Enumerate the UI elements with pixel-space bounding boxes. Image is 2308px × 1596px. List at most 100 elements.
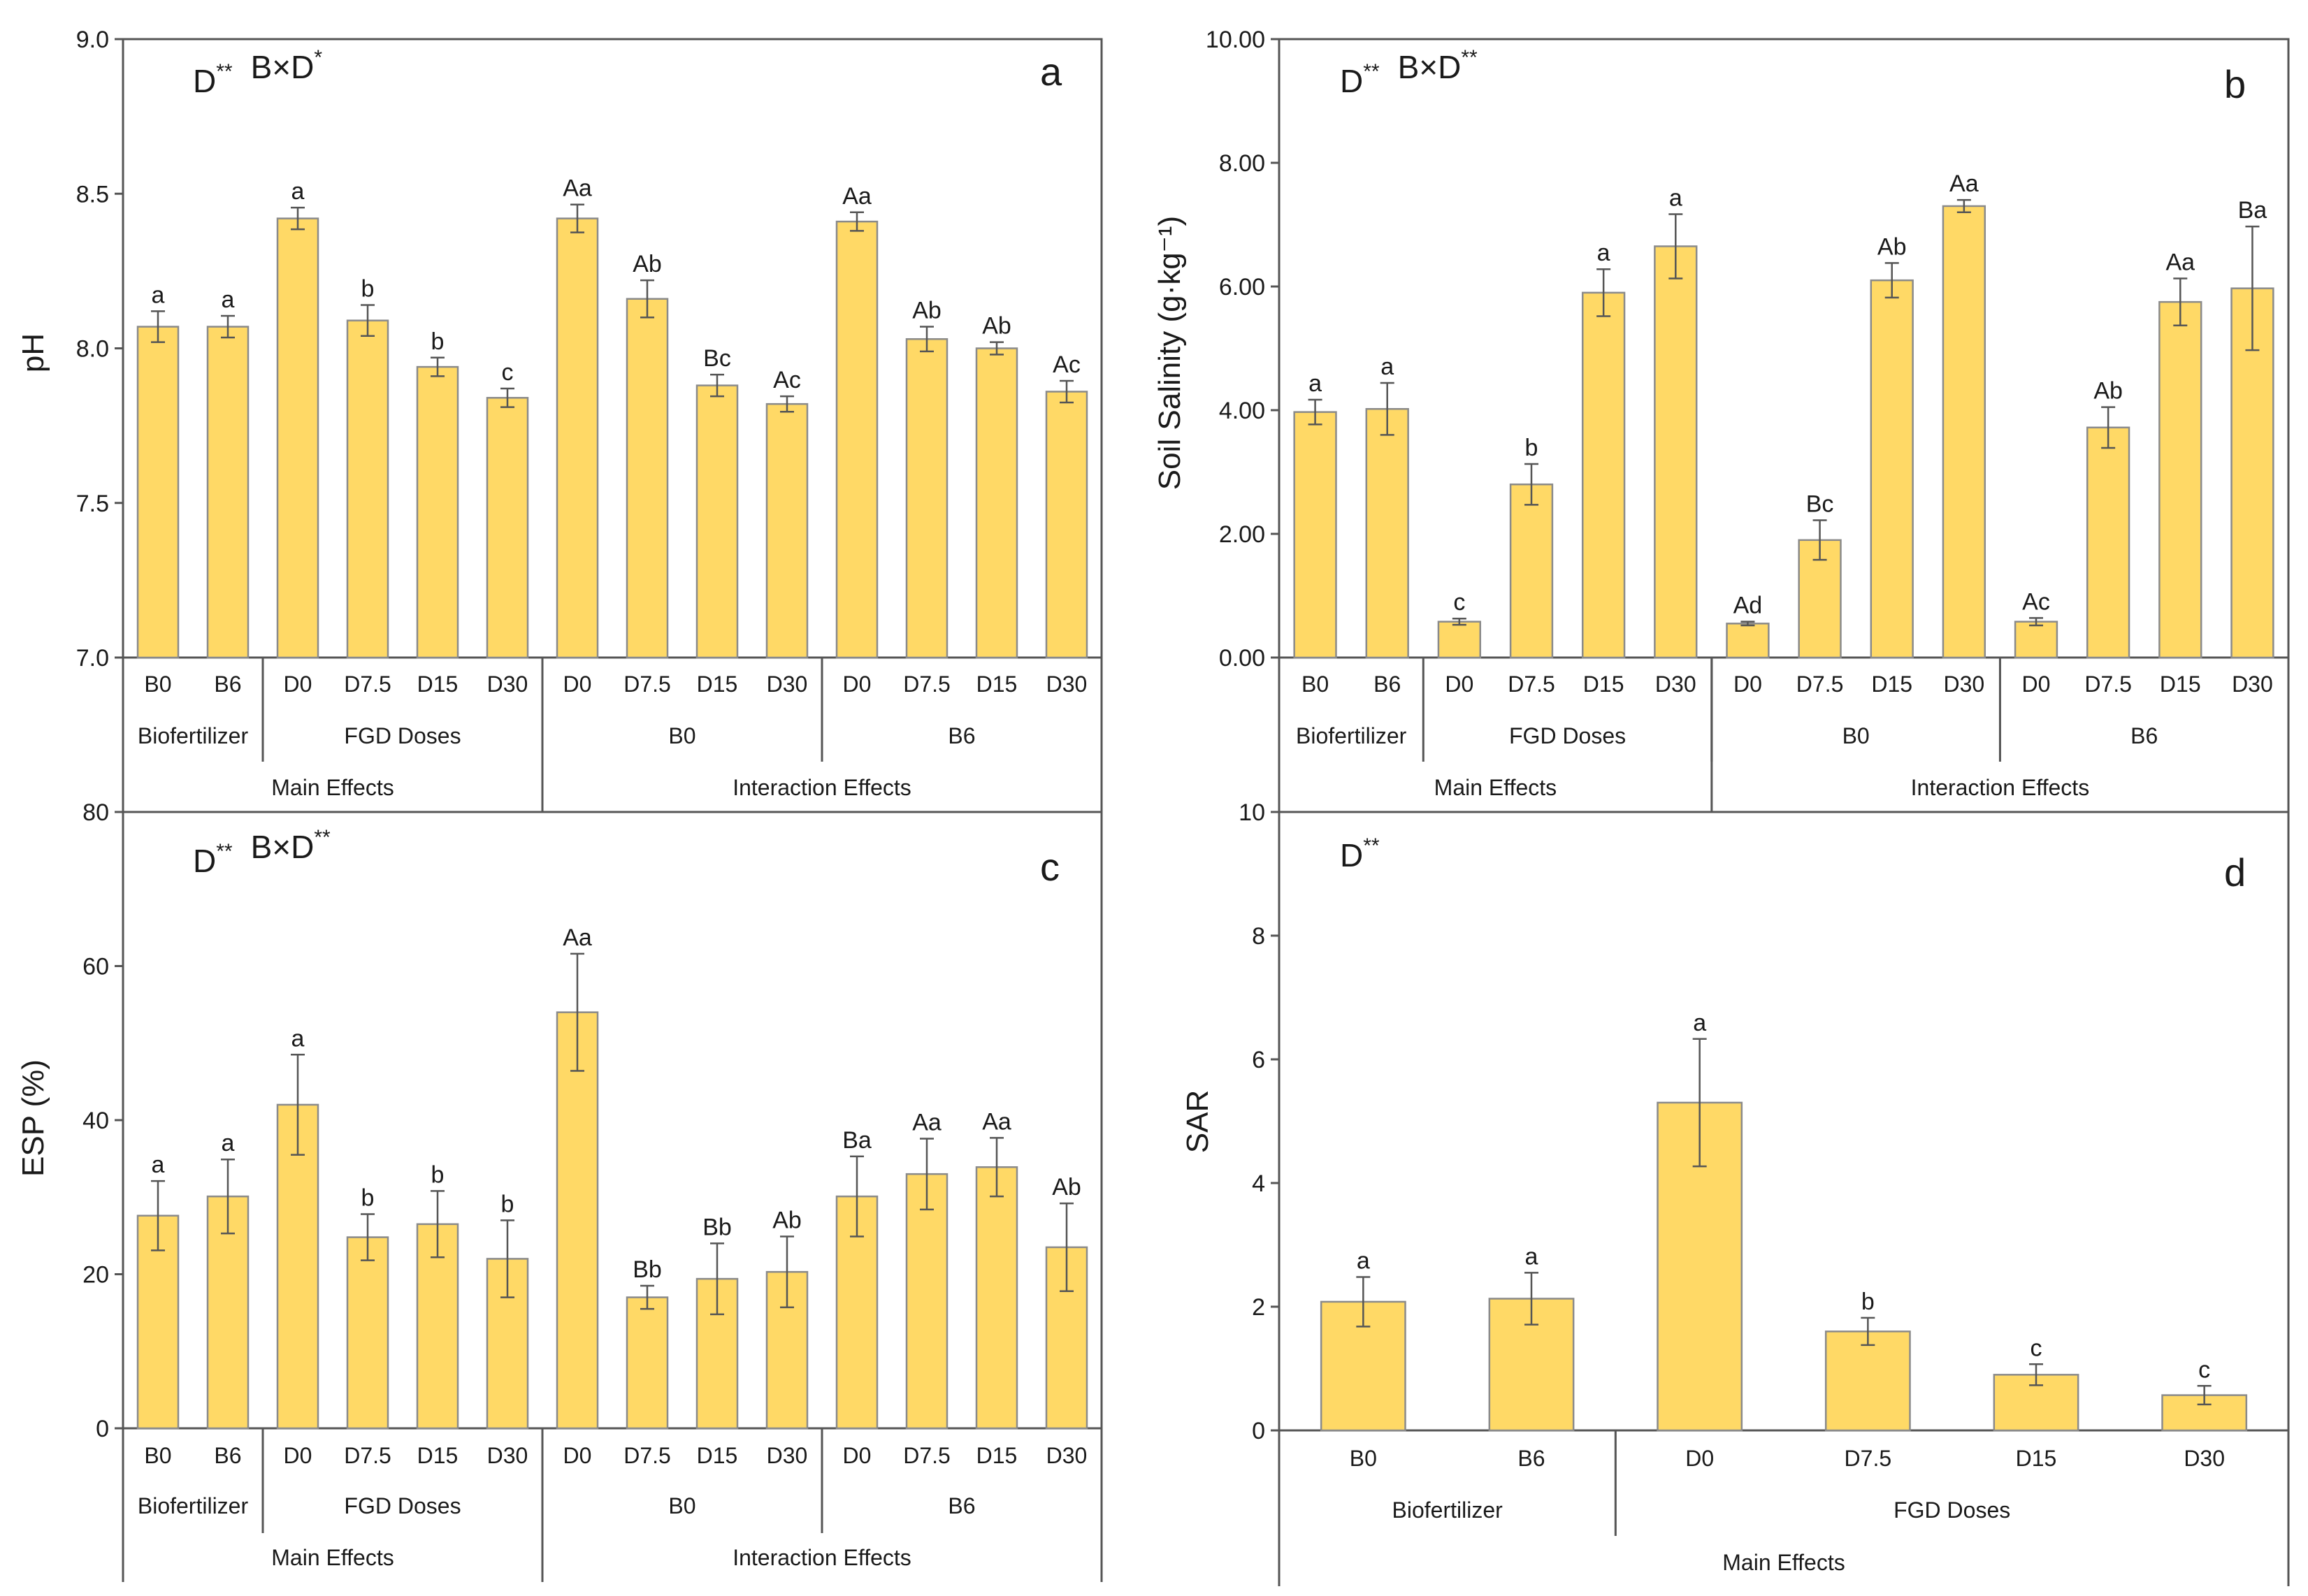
panel-b-annotation: c: [1453, 589, 1465, 616]
panel-a-group-label: Main Effects: [271, 775, 394, 800]
panel-c-bar-d15: [416, 1223, 459, 1430]
panel-c-error-bar: [920, 1138, 934, 1211]
panel-c-annotation: Aa: [912, 1109, 942, 1136]
panel-b-bar-d0: [1437, 621, 1482, 659]
panel-b-y-tick-label: 2.00: [1219, 521, 1265, 548]
panel-b-annotation: a: [1669, 184, 1682, 211]
panel-c-annotation: a: [222, 1130, 235, 1156]
panel-c-annotation: Bb: [702, 1214, 732, 1240]
panel-d-subgroup-labels: Biofertilizer FGD Doses: [1392, 1430, 2010, 1536]
panel-b-annotation: Aa: [2165, 249, 2195, 275]
panel-d-error-bar: [2029, 1363, 2043, 1386]
panel-d-error-bars: [1356, 1038, 2212, 1406]
panel-a-x-tick-label: D30: [1046, 672, 1088, 697]
panel-a-subgroup-label: B6: [948, 723, 975, 748]
panel-a-bar-d15: [975, 347, 1018, 659]
panel-b-bar-d15: [1581, 291, 1626, 659]
panel-a-x-tick-label: B0: [144, 672, 171, 697]
panel-b-y-axis: 0.00 2.00 4.00 6.00 8.00 10.00: [1206, 27, 1279, 672]
panel-b-x-tick-label: D30: [2232, 672, 2273, 697]
panel-a-annotation: a: [222, 286, 235, 313]
panel-a-x-tick-label: D7.5: [903, 672, 951, 697]
panel-b-plot-area: [1278, 38, 2290, 659]
panel-c-y-axis-title: ESP (%): [16, 1059, 50, 1177]
panel-c-x-tick-label: B0: [144, 1443, 171, 1468]
panel-c-group-label: Interaction Effects: [733, 1545, 911, 1570]
panel-a-bar-d7_5: [905, 338, 949, 659]
panel-b-x-tick-label: D0: [1445, 672, 1473, 697]
panel-d-annotation: a: [1693, 1010, 1706, 1036]
panel-c-bar-d7_5: [905, 1173, 949, 1430]
panel-c-esp-chart: 0 20 40 60 80 a a a b b b Aa Bb Bb Ab Ba Aa Aa Ab B0 B6 D0 D…: [16, 799, 1103, 1582]
panel-a-error-bar: [361, 304, 375, 338]
panel-c-x-tick-label: D7.5: [903, 1443, 951, 1468]
panel-a-significance: D** B×D*: [193, 46, 322, 99]
panel-b-y-tick-label: 0.00: [1219, 645, 1265, 672]
panel-a-x-tick-label: D15: [976, 672, 1018, 697]
panel-c-x-tick-label: D15: [697, 1443, 738, 1468]
panel-a-annotation: Ab: [912, 298, 942, 324]
panel-c-y-tick-label: 0: [96, 1416, 109, 1442]
panel-a-x-tick-label: D0: [284, 672, 312, 697]
panel-c-group-label: Main Effects: [271, 1545, 394, 1570]
panel-b-bar-d30: [1942, 205, 1986, 659]
panel-b-annotation: a: [1308, 370, 1322, 397]
panel-d-x-tick-label: D30: [2184, 1446, 2225, 1471]
panel-c-subgroup-label: B0: [668, 1493, 695, 1518]
panel-a-annotation: b: [431, 328, 445, 355]
panel-b-annotation: a: [1380, 354, 1394, 380]
panel-b-group-labels: Main Effects Interaction Effects: [1434, 658, 2090, 812]
panel-a-error-bar: [1060, 379, 1074, 404]
panel-b-x-tick-label: D7.5: [2084, 672, 2132, 697]
panel-b-bar-d7_5: [1509, 483, 1554, 659]
panel-c-x-tick-label: D0: [284, 1443, 312, 1468]
panel-b-annotation: Aa: [1949, 171, 1979, 197]
panel-b-subgroup-label: Biofertilizer: [1296, 723, 1407, 748]
panel-b-letter: b: [2224, 62, 2246, 106]
panel-b-bar-b6: [1365, 407, 1409, 659]
panel-c-error-bars: [151, 952, 1074, 1316]
panel-b-annotation: Bc: [1806, 491, 1834, 518]
panel-c-x-tick-label: D15: [417, 1443, 459, 1468]
panel-b-y-tick-label: 4.00: [1219, 398, 1265, 424]
panel-a-error-bar: [780, 395, 794, 413]
panel-b-x-tick-labels: B0 B6 D0 D7.5 D15 D30 D0 D7.5 D15 D30 D0 D7.5 D15 D30: [1301, 672, 2273, 697]
panel-a-y-tick-label: 9.0: [76, 27, 109, 53]
panel-b-x-tick-label: D15: [2160, 672, 2201, 697]
panel-c-x-tick-label: D30: [487, 1443, 528, 1468]
panel-b-x-tick-label: D0: [1733, 672, 1762, 697]
panel-d-y-tick-label: 6: [1252, 1047, 1265, 1073]
panel-c-annotation: Ba: [842, 1127, 872, 1154]
panel-c-bar-d7_5: [626, 1296, 669, 1430]
panel-a-y-axis: 7.0 7.5 8.0 8.5 9.0: [76, 27, 123, 672]
panel-a-bar-d30: [486, 397, 529, 659]
panel-d-letter-annotations: a a a b c c: [1357, 1010, 2210, 1383]
panel-c-error-bar: [570, 952, 584, 1072]
panel-b-group-label: Main Effects: [1434, 775, 1557, 800]
panel-b-error-bar: [1668, 213, 1683, 280]
panel-c-y-tick-label: 80: [82, 799, 109, 826]
panel-a-annotation: a: [291, 178, 305, 205]
panel-a-error-bar: [710, 373, 724, 398]
panel-d-annotation: c: [2031, 1335, 2042, 1361]
panel-c-x-tick-label: D7.5: [344, 1443, 391, 1468]
panel-b-bar-d0: [1726, 623, 1770, 659]
panel-b-x-tick-label: B0: [1301, 672, 1329, 697]
panel-a-group-labels: Main Effects Interaction Effects: [271, 658, 911, 812]
panel-c-annotation: b: [501, 1191, 514, 1217]
panel-b-x-tick-label: D0: [2022, 672, 2051, 697]
panel-b-subgroup-label: B6: [2130, 723, 2158, 748]
panel-c-annotation: b: [361, 1185, 375, 1212]
panel-c-error-bar: [361, 1213, 375, 1261]
panel-a-subgroup-label: FGD Doses: [344, 723, 461, 748]
panel-b-group-label: Interaction Effects: [1911, 775, 2090, 800]
panel-d-sar-chart: 0 2 4 6 8 10 a a a b c c B0 B6 D0 D7.5 D15 D30 Bioferti…: [1181, 799, 2290, 1586]
panel-c-annotation: a: [291, 1025, 305, 1052]
panel-c-significance: D** B×D**: [193, 826, 331, 879]
panel-b-x-tick-label: D7.5: [1508, 672, 1555, 697]
panel-d-x-tick-label: B0: [1350, 1446, 1377, 1471]
panel-c-error-bar: [710, 1242, 724, 1316]
panel-d-x-tick-label: D7.5: [1845, 1446, 1892, 1471]
panel-a-x-tick-label: D7.5: [344, 672, 391, 697]
panel-a-annotation: Aa: [842, 183, 872, 210]
